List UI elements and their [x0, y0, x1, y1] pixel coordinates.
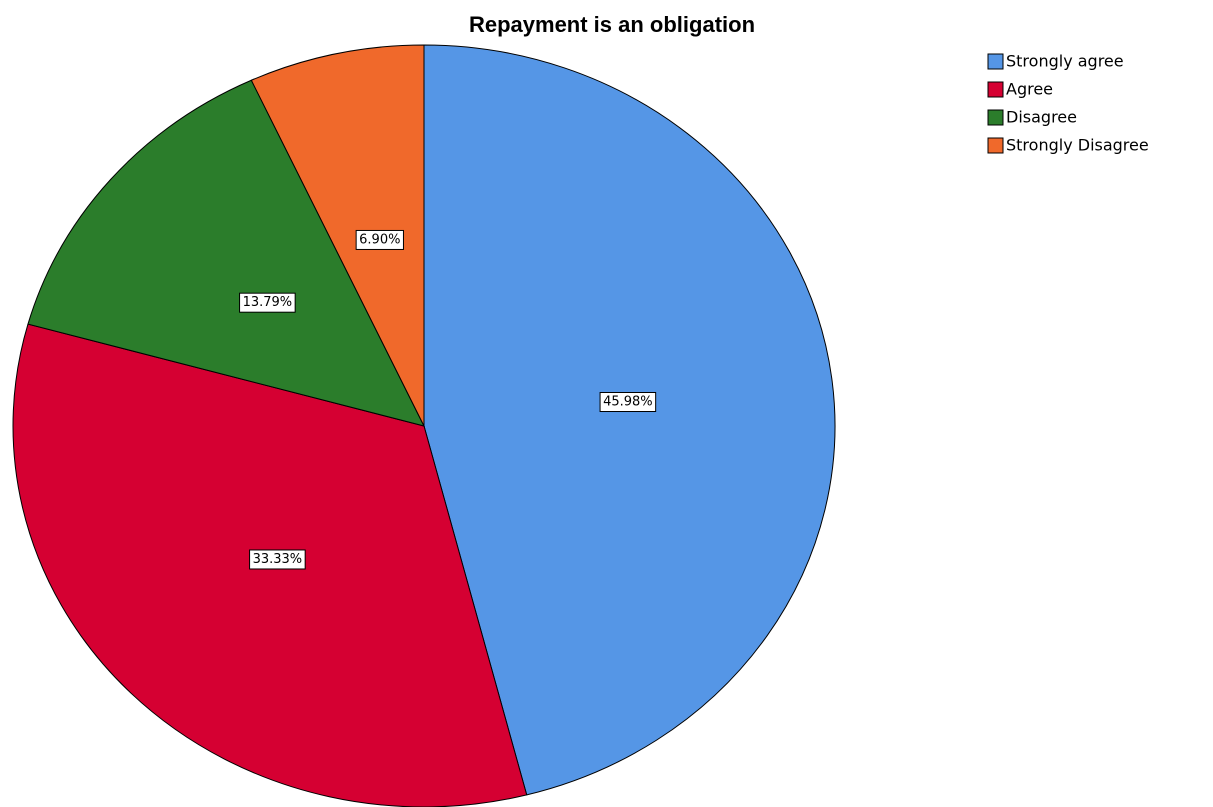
- data-label: 33.33%: [249, 549, 306, 570]
- data-label: 6.90%: [355, 229, 404, 250]
- data-label: 13.79%: [239, 292, 296, 313]
- data-label-text: 6.90%: [359, 232, 400, 247]
- pie-slice: [250, 44, 425, 427]
- pie-slice: [423, 44, 836, 796]
- data-label-box: [239, 292, 296, 313]
- legend-swatch: [987, 109, 1004, 126]
- data-label-box: [249, 549, 306, 570]
- pie-slice: [27, 79, 425, 427]
- legend-swatch: [987, 53, 1004, 70]
- legend-label: Strongly agree: [1006, 52, 1124, 71]
- data-label: 45.98%: [599, 392, 657, 413]
- legend-label: Strongly Disagree: [1006, 136, 1149, 155]
- data-label-text: 33.33%: [253, 552, 303, 567]
- data-label-text: 13.79%: [243, 295, 293, 310]
- data-label-text: 45.98%: [603, 395, 653, 410]
- chart-title: Repayment is an obligation: [469, 12, 755, 37]
- legend-swatch: [987, 81, 1004, 98]
- legend-swatch: [987, 137, 1004, 154]
- data-label-box: [355, 229, 404, 250]
- legend-label: Agree: [1006, 80, 1053, 99]
- data-label-box: [599, 392, 657, 413]
- legend-label: Disagree: [1006, 108, 1077, 127]
